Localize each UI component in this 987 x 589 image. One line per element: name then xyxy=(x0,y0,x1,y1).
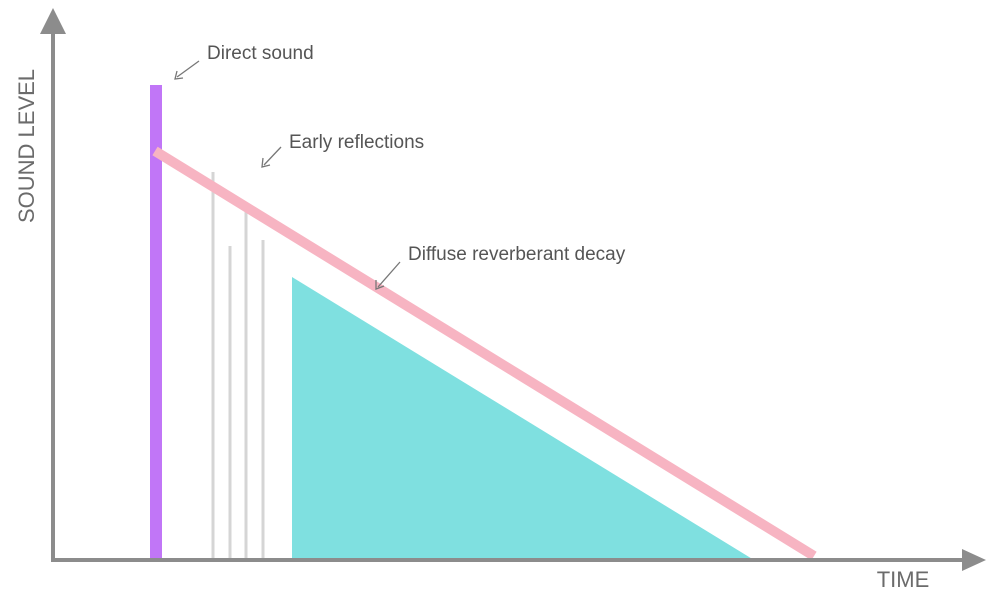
diffuse-decay-pointer-head xyxy=(375,280,385,290)
early-reflections-pointer-head xyxy=(261,157,271,168)
direct-sound-bar xyxy=(150,85,162,561)
diffuse-decay-pointer xyxy=(377,261,401,288)
early-reflections-label: Early reflections xyxy=(289,132,424,153)
direct-sound-label: Direct sound xyxy=(207,43,314,64)
early-reflections-pointer xyxy=(263,146,282,166)
axes xyxy=(40,8,986,571)
decay-envelope-line xyxy=(152,146,817,561)
x-axis-label: TIME xyxy=(877,567,930,589)
x-axis-arrowhead xyxy=(962,549,986,571)
diffuse-decay-area xyxy=(292,277,754,560)
direct-sound-pointer-head xyxy=(174,70,184,80)
y-axis-label: SOUND LEVEL xyxy=(14,69,39,223)
y-axis-arrowhead xyxy=(40,8,66,34)
direct-sound-pointer xyxy=(176,60,200,78)
diffuse-decay-label: Diffuse reverberant decay xyxy=(408,244,626,265)
early-reflection-lines xyxy=(211,172,265,560)
annotation-pointers xyxy=(174,60,401,290)
